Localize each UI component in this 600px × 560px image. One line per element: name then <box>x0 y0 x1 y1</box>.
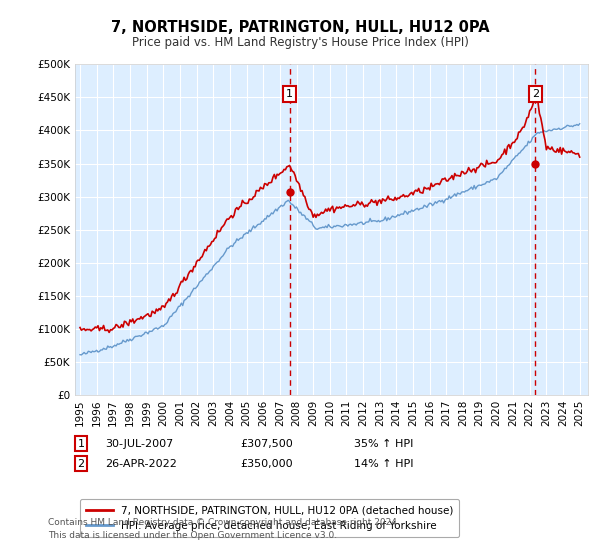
Text: £307,500: £307,500 <box>240 438 293 449</box>
Text: Contains HM Land Registry data © Crown copyright and database right 2024.
This d: Contains HM Land Registry data © Crown c… <box>48 518 400 539</box>
Text: 7, NORTHSIDE, PATRINGTON, HULL, HU12 0PA: 7, NORTHSIDE, PATRINGTON, HULL, HU12 0PA <box>110 20 490 35</box>
Text: 1: 1 <box>77 438 85 449</box>
Text: £350,000: £350,000 <box>240 459 293 469</box>
Legend: 7, NORTHSIDE, PATRINGTON, HULL, HU12 0PA (detached house), HPI: Average price, d: 7, NORTHSIDE, PATRINGTON, HULL, HU12 0PA… <box>80 499 460 537</box>
Text: 14% ↑ HPI: 14% ↑ HPI <box>354 459 413 469</box>
Text: Price paid vs. HM Land Registry's House Price Index (HPI): Price paid vs. HM Land Registry's House … <box>131 36 469 49</box>
Text: 30-JUL-2007: 30-JUL-2007 <box>105 438 173 449</box>
Text: 26-APR-2022: 26-APR-2022 <box>105 459 177 469</box>
Text: 2: 2 <box>532 89 539 99</box>
Text: 35% ↑ HPI: 35% ↑ HPI <box>354 438 413 449</box>
Text: 2: 2 <box>77 459 85 469</box>
Text: 1: 1 <box>286 89 293 99</box>
